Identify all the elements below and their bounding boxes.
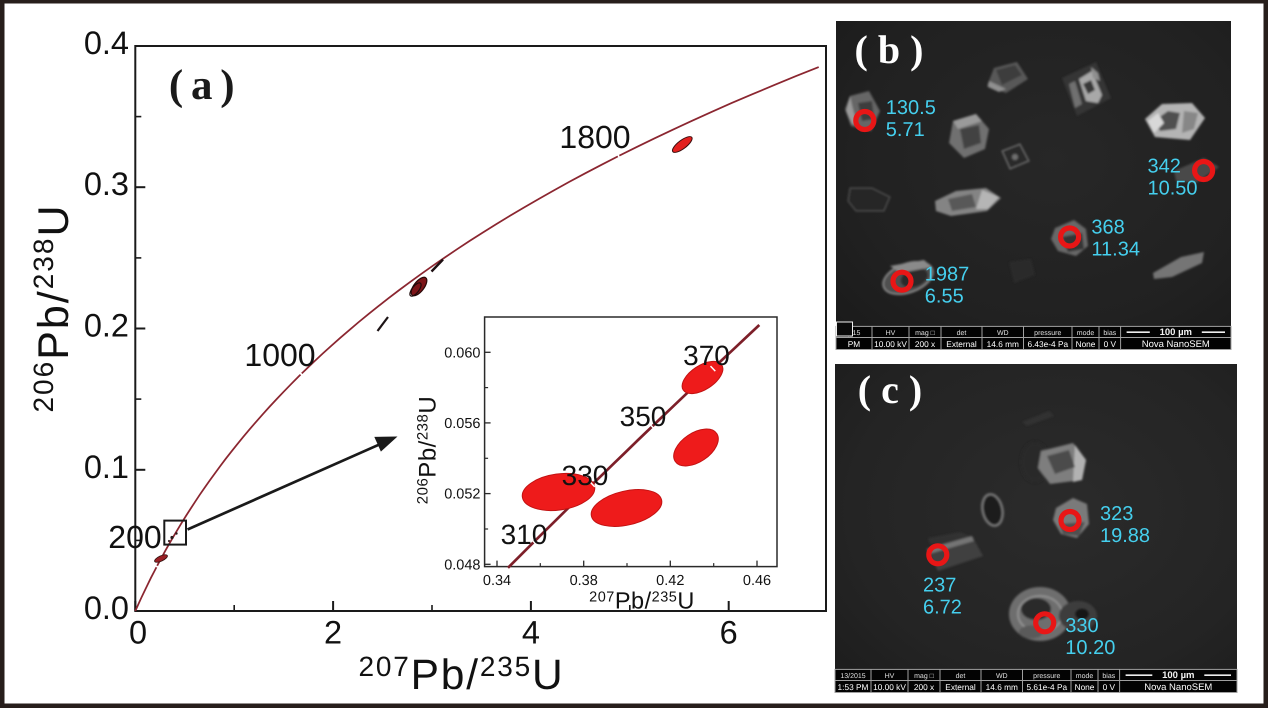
svg-text:100 µm: 100 µm [1162, 670, 1194, 681]
svg-text:100 µm: 100 µm [1160, 327, 1192, 338]
svg-text:PM: PM [848, 339, 861, 349]
svg-text:None: None [1075, 682, 1095, 692]
svg-text:200 x: 200 x [915, 339, 936, 349]
svg-text:6.43e-4 Pa: 6.43e-4 Pa [1028, 339, 1069, 349]
svg-text:13/2015: 13/2015 [840, 672, 865, 680]
svg-text:det: det [956, 672, 966, 680]
svg-text:0.34: 0.34 [483, 573, 511, 589]
svg-text:mag □: mag □ [914, 673, 935, 680]
svg-text:pressure: pressure [1034, 330, 1061, 337]
svg-text:0.048: 0.048 [444, 557, 480, 573]
svg-text:10.00 kV: 10.00 kV [874, 339, 907, 349]
svg-text:0.052: 0.052 [444, 487, 480, 503]
svg-text:0.1: 0.1 [84, 449, 129, 485]
svg-text:Nova NanoSEM: Nova NanoSEM [1142, 339, 1210, 350]
svg-text:0.060: 0.060 [444, 345, 480, 361]
svg-text:( b ): ( b ) [855, 27, 924, 72]
svg-text:mag □: mag □ [915, 330, 936, 337]
svg-text:det: det [957, 329, 967, 337]
svg-text:200 x: 200 x [914, 682, 935, 692]
svg-text:6: 6 [720, 615, 738, 651]
svg-text:WD: WD [996, 673, 1008, 680]
svg-text:0.42: 0.42 [656, 573, 684, 589]
svg-text:WD: WD [997, 330, 1009, 337]
svg-text:2: 2 [324, 615, 342, 651]
svg-text:10.20: 10.20 [1065, 637, 1115, 659]
svg-text:370: 370 [683, 340, 730, 371]
svg-text:5.61e-4 Pa: 5.61e-4 Pa [1027, 682, 1068, 692]
svg-text:237: 237 [923, 575, 956, 597]
svg-text:1800: 1800 [559, 119, 630, 155]
svg-text:6.55: 6.55 [925, 286, 964, 308]
svg-text:None: None [1076, 339, 1096, 349]
svg-text:310: 310 [501, 519, 548, 550]
svg-text:bias: bias [1102, 672, 1115, 680]
svg-text:HV: HV [886, 330, 896, 337]
svg-text:1000: 1000 [244, 337, 315, 373]
svg-text:323: 323 [1100, 503, 1133, 525]
svg-text:0 V: 0 V [1103, 682, 1116, 692]
svg-text:11.34: 11.34 [1091, 239, 1140, 261]
svg-text:1987: 1987 [925, 264, 970, 286]
svg-text:0.3: 0.3 [84, 166, 129, 202]
svg-text:Nova NanoSEM: Nova NanoSEM [1144, 682, 1212, 693]
svg-text:130.5: 130.5 [886, 97, 936, 119]
svg-text:0.38: 0.38 [570, 573, 598, 589]
svg-text:206Pb/238U: 206Pb/238U [415, 396, 442, 504]
svg-text:pressure: pressure [1033, 673, 1060, 680]
svg-text:0.46: 0.46 [743, 573, 771, 589]
svg-text:mode: mode [1077, 329, 1095, 337]
svg-text:5.71: 5.71 [886, 119, 925, 141]
svg-text:░15: ░15 [848, 329, 861, 337]
svg-text:mode: mode [1076, 672, 1094, 680]
svg-text:External: External [946, 339, 977, 349]
svg-text:HV: HV [885, 673, 895, 680]
svg-text:330: 330 [1065, 615, 1098, 637]
svg-text:10.50: 10.50 [1148, 177, 1198, 199]
svg-text:0: 0 [129, 615, 147, 651]
svg-text:6.72: 6.72 [923, 596, 962, 618]
svg-text:4: 4 [522, 615, 540, 651]
svg-text:10.00 kV: 10.00 kV [873, 682, 906, 692]
svg-text:0.4: 0.4 [84, 25, 129, 61]
svg-text:External: External [945, 682, 976, 692]
svg-text:0 V: 0 V [1104, 339, 1117, 349]
svg-text:342: 342 [1148, 156, 1181, 178]
svg-text:0.056: 0.056 [444, 416, 480, 432]
svg-text:330: 330 [562, 460, 609, 491]
svg-text:1:53 PM: 1:53 PM [838, 682, 869, 692]
svg-text:19.88: 19.88 [1100, 525, 1150, 547]
svg-text:0.2: 0.2 [84, 308, 129, 344]
svg-text:350: 350 [620, 401, 667, 432]
svg-text:14.6 mm: 14.6 mm [987, 339, 1019, 349]
svg-text:368: 368 [1091, 217, 1124, 239]
svg-text:200: 200 [108, 519, 161, 555]
svg-text:bias: bias [1103, 329, 1116, 337]
svg-text:( c ): ( c ) [858, 367, 922, 412]
svg-text:( a ): ( a ) [169, 62, 233, 109]
svg-text:0.0: 0.0 [84, 590, 129, 626]
svg-text:14.6 mm: 14.6 mm [986, 682, 1018, 692]
